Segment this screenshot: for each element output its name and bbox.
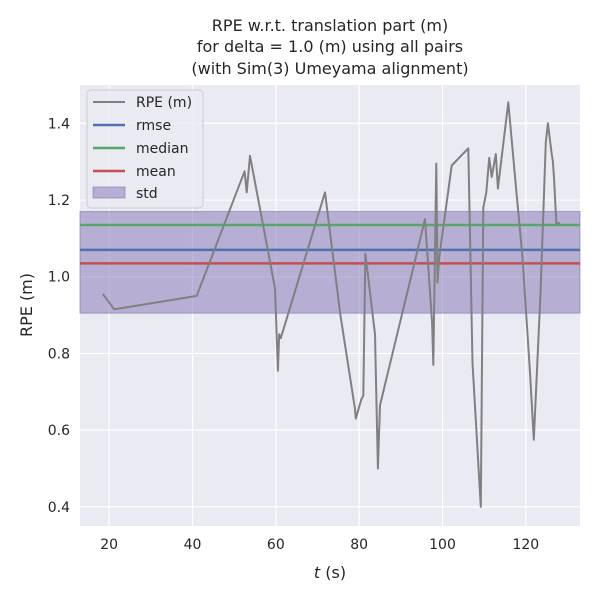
y-tick-label: 0.8 [48,346,70,362]
rpe-series-group [102,101,560,508]
legend-label-mean: mean [136,164,176,180]
legend-label-std: std [136,186,158,202]
y-tick-label: 1.2 [48,193,70,209]
y-tick-label: 0.6 [48,423,70,439]
x-axis-label-unit: (s) [320,563,346,582]
y-tick-label: 0.4 [48,500,70,516]
x-tick-label: 60 [267,537,285,553]
legend-label-rpe: RPE (m) [136,95,192,111]
rpe-series-line [102,101,560,508]
chart-title-line-2: for delta = 1.0 (m) using all pairs [197,37,463,56]
x-tick-label: 20 [100,537,118,553]
y-tick-label: 1.0 [48,270,70,286]
x-tick-label: 80 [350,537,368,553]
chart-title-line-3: (with Sim(3) Umeyama alignment) [191,59,468,78]
x-tick-label: 120 [512,537,539,553]
y-tick-labels: 0.4 0.6 0.8 1.0 1.2 1.4 [48,116,70,515]
y-axis-label: RPE (m) [17,273,36,337]
x-axis-label-var: t [314,563,321,582]
x-tick-label: 40 [184,537,202,553]
legend-box [86,89,204,209]
legend: RPE (m) rmse median mean std [86,89,204,209]
x-tick-label: 100 [429,537,456,553]
legend-label-median: median [136,141,188,157]
legend-swatch-std [92,186,126,199]
x-tick-labels: 20 40 60 80 100 120 [100,537,539,553]
legend-label-rmse: rmse [136,118,171,134]
y-tick-label: 1.4 [48,116,70,132]
chart-title-line-1: RPE w.r.t. translation part (m) [212,16,448,35]
x-axis-label: t (s) [314,563,346,582]
